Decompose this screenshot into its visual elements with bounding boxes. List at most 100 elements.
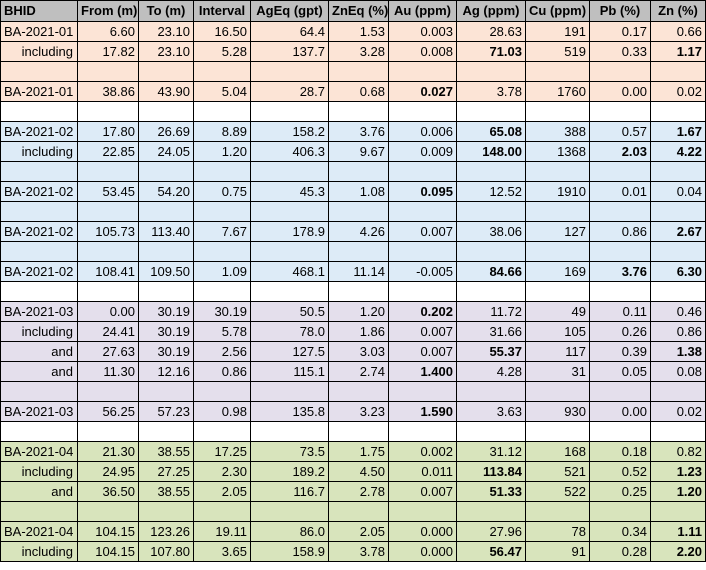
cell-bhid: BA-2021-02: [0, 221, 78, 242]
cell-value: 3.03: [359, 343, 385, 359]
cell-ag: 38.06: [456, 221, 526, 242]
cell-value: 3.76: [359, 123, 385, 139]
cell-value: 2.30: [221, 463, 247, 479]
table-row: BA-2021-04 104.15 123.26 19.11 86.0 2.05 0.000…: [0, 521, 706, 542]
cell-bhid: BA-2021-01: [0, 81, 78, 102]
cell-zneq: 0.68: [328, 81, 389, 102]
cell-value: 0.011: [421, 463, 453, 479]
cell-ag: [456, 61, 526, 82]
cell-pb: 0.05: [589, 361, 651, 382]
cell-bhid: including: [0, 141, 78, 162]
cell-value: 0.05: [621, 363, 647, 379]
table-row: BA-2021-02 53.45 54.20 0.75 45.3 1.08 0.095 12.…: [0, 181, 706, 202]
cell-value: 1.53: [359, 23, 385, 39]
cell-bhid: [0, 61, 78, 82]
cell-zn: 0.02: [650, 81, 706, 102]
cell-value: 0.68: [359, 83, 385, 99]
cell-value: 45.3: [299, 183, 325, 199]
cell-value: 2.03: [621, 143, 647, 159]
cell-zn: 0.82: [650, 441, 706, 462]
cell-zn: 4.22: [650, 141, 706, 162]
cell-value: including: [21, 543, 73, 559]
cell-value: 3.63: [496, 403, 522, 419]
cell-bhid: and: [0, 341, 78, 362]
cell-value: 4.26: [359, 223, 385, 239]
cell-zneq: 4.26: [328, 221, 389, 242]
cell-value: 0.009: [420, 143, 453, 159]
cell-cu: 1760: [525, 81, 590, 102]
table-row: and 11.30 12.16 0.86 115.1 2.74 1.400 4.28 31 0.0…: [0, 361, 706, 382]
cell-value: 12.52: [489, 183, 522, 199]
cell-value: 91: [571, 543, 586, 559]
cell-from: 24.95: [77, 461, 139, 482]
cell-value: 23.10: [157, 23, 190, 39]
table-row: BA-2021-02 108.41 109.50 1.09 468.1 11.14 -0.0…: [0, 261, 706, 282]
cell-pb: 0.00: [589, 401, 651, 422]
cell-value: 27.96: [489, 523, 522, 539]
cell-pb: 0.34: [589, 521, 651, 542]
cell-value: 0.000: [420, 523, 453, 539]
cell-to: [138, 281, 194, 302]
cell-cu: 522: [525, 481, 590, 502]
cell-to: 23.10: [138, 21, 194, 42]
cell-pb: [589, 501, 651, 522]
cell-pb: 0.18: [589, 441, 651, 462]
cell-au: 0.095: [388, 181, 457, 202]
cell-value: 4.28: [496, 363, 522, 379]
cell-value: 24.41: [102, 323, 135, 339]
cell-ag: 56.47: [456, 541, 526, 562]
table-row: including 24.41 30.19 5.78 78.0 1.86 0.007 31.6…: [0, 321, 706, 342]
cell-value: including: [21, 463, 73, 479]
cell-au: [388, 281, 457, 302]
cell-cu: [525, 421, 590, 442]
cell-ag: 12.52: [456, 181, 526, 202]
cell-ag: 27.96: [456, 521, 526, 542]
cell-from: [77, 101, 139, 122]
cell-value: 1.23: [676, 463, 702, 479]
cell-value: BA-2021-02: [4, 183, 74, 199]
cell-value: 7.67: [221, 223, 247, 239]
cell-value: 36.50: [102, 483, 135, 499]
cell-interval: 30.19: [193, 301, 251, 322]
cell-ag: 11.72: [456, 301, 526, 322]
cell-zneq: 3.78: [328, 541, 389, 562]
cell-value: 3.78: [359, 543, 385, 559]
cell-value: 86.0: [299, 523, 325, 539]
cell-ag: 71.03: [456, 41, 526, 62]
cell-value: 55.37: [489, 343, 522, 359]
cell-value: 105: [564, 323, 586, 339]
cell-value: 0.202: [420, 303, 453, 319]
cell-value: and: [51, 343, 73, 359]
cell-bhid: including: [0, 321, 78, 342]
cell-zn: 0.86: [650, 321, 706, 342]
cell-ageq: 158.9: [250, 541, 329, 562]
cell-value: 27.25: [157, 463, 190, 479]
cell-value: 2.78: [359, 483, 385, 499]
cell-ageq: 406.3: [250, 141, 329, 162]
cell-zneq: 3.28: [328, 41, 389, 62]
cell-value: 0.007: [420, 323, 453, 339]
cell-value: 71.03: [489, 43, 522, 59]
cell-zneq: [328, 161, 389, 182]
cell-to: 27.25: [138, 461, 194, 482]
cell-au: 0.007: [388, 481, 457, 502]
cell-cu: 521: [525, 461, 590, 482]
cell-value: 0.86: [676, 323, 702, 339]
cell-zn: [650, 421, 706, 442]
cell-value: 1.86: [359, 323, 385, 339]
cell-to: [138, 501, 194, 522]
cell-value: 169: [564, 263, 586, 279]
cell-pb: 0.57: [589, 121, 651, 142]
cell-value: 31.66: [489, 323, 522, 339]
cell-ag: 4.28: [456, 361, 526, 382]
cell-value: 2.74: [359, 363, 385, 379]
cell-bhid: [0, 161, 78, 182]
cell-value: 0.11: [622, 303, 647, 319]
cell-value: 104.15: [95, 543, 135, 559]
cell-au: -0.005: [388, 261, 457, 282]
cell-value: 43.90: [157, 83, 190, 99]
cell-cu: 169: [525, 261, 590, 282]
cell-ageq: [250, 381, 329, 402]
cell-value: 65.08: [489, 123, 522, 139]
